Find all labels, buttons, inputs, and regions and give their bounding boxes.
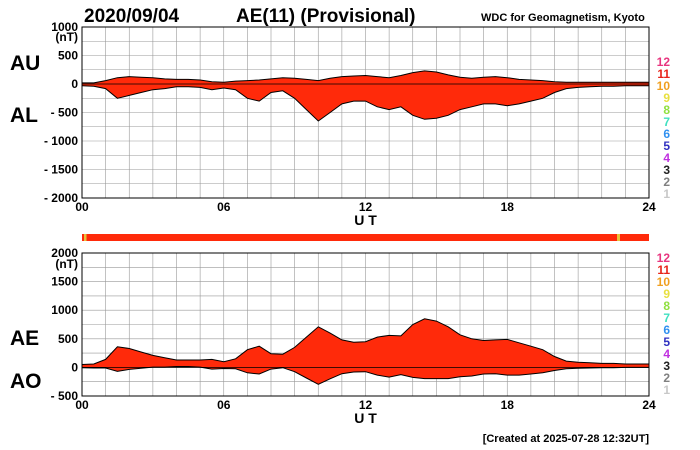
plot-frame bbox=[81, 26, 650, 199]
legend-number: 6 bbox=[663, 323, 670, 337]
date-title: 2020/09/04 bbox=[84, 6, 180, 27]
legend-number: 10 bbox=[657, 275, 671, 289]
legend-number: 9 bbox=[663, 91, 670, 105]
legend-number: 11 bbox=[657, 263, 670, 277]
x-tick-label: 18 bbox=[501, 200, 515, 214]
legend-number: 12 bbox=[657, 251, 671, 265]
x-tick-label: 12 bbox=[359, 398, 373, 412]
x-tick-label: 06 bbox=[217, 398, 231, 412]
y-tick-label: 500 bbox=[58, 332, 78, 346]
legend-number: 7 bbox=[663, 115, 670, 129]
series-label-ao: AO bbox=[10, 370, 42, 393]
series-line-al bbox=[81, 85, 649, 122]
y-tick-label: - 1500 bbox=[44, 163, 78, 177]
station-bar-fill bbox=[82, 234, 649, 241]
index-envelope-area bbox=[82, 70, 649, 121]
legend-number: 11 bbox=[657, 67, 670, 81]
x-axis-label: U T bbox=[354, 410, 377, 426]
series-line-ae bbox=[81, 318, 649, 365]
station-bar-mark bbox=[617, 234, 620, 241]
y-tick-label: 0 bbox=[71, 360, 78, 374]
legend-number: 4 bbox=[663, 347, 670, 361]
legend-number: 5 bbox=[663, 139, 670, 153]
legend-number: 6 bbox=[663, 127, 670, 141]
ae-ao-panel: 2000 1500 1000 500 0 - 500 (nT) 00 06 12 18 24 U T AE… bbox=[10, 246, 656, 426]
y-tick-label: - 500 bbox=[51, 106, 79, 120]
x-tick-label: 00 bbox=[75, 398, 89, 412]
au-al-panel: 1000 500 0 - 500 - 1000 - 1500 - 2000 (nT) 00 06 1… bbox=[10, 20, 656, 228]
legend-number: 10 bbox=[657, 79, 671, 93]
legend-number: 2 bbox=[663, 175, 670, 189]
y-tick-label: 1000 bbox=[51, 303, 78, 317]
y-tick-label: 1000 bbox=[51, 20, 78, 34]
y-tick-label: - 1000 bbox=[44, 134, 78, 148]
y-tick-label: - 2000 bbox=[44, 191, 78, 205]
station-bar-mark bbox=[84, 234, 87, 241]
x-tick-label: 24 bbox=[642, 398, 656, 412]
index-envelope-area bbox=[82, 318, 649, 385]
legend-number: 1 bbox=[663, 187, 670, 201]
source-credit: WDC for Geomagnetism, Kyoto bbox=[481, 12, 645, 24]
legend-number: 9 bbox=[663, 287, 670, 301]
y-tick-label: 0 bbox=[71, 77, 78, 91]
x-tick-label: 00 bbox=[75, 200, 89, 214]
legend-number: 7 bbox=[663, 311, 670, 325]
legend-number: 8 bbox=[663, 299, 670, 313]
x-tick-label: 24 bbox=[642, 200, 656, 214]
legend-number: 8 bbox=[663, 103, 670, 117]
y-tick-label: 500 bbox=[58, 49, 78, 63]
station-bar bbox=[82, 234, 649, 241]
y-unit-label: (nT) bbox=[55, 30, 78, 44]
index-title: AE(11) (Provisional) bbox=[236, 6, 416, 27]
series-line-ao bbox=[81, 366, 649, 385]
series-label-al: AL bbox=[10, 104, 38, 127]
x-axis-label: U T bbox=[354, 212, 377, 228]
y-tick-label: 1500 bbox=[51, 275, 78, 289]
legend-number: 5 bbox=[663, 335, 670, 349]
x-tick-label: 12 bbox=[359, 200, 373, 214]
y-tick-label: - 500 bbox=[51, 389, 79, 403]
x-tick-label: 06 bbox=[217, 200, 231, 214]
legend-number: 4 bbox=[663, 151, 670, 165]
legend-number: 3 bbox=[663, 163, 670, 177]
legend-number: 1 bbox=[663, 383, 670, 397]
created-timestamp: [Created at 2025-07-28 12:32UT] bbox=[483, 433, 650, 445]
plot-frame bbox=[81, 252, 650, 397]
series-label-ae: AE bbox=[10, 327, 39, 350]
legend-number: 3 bbox=[663, 359, 670, 373]
y-tick-label: 2000 bbox=[51, 246, 78, 260]
x-tick-label: 18 bbox=[501, 398, 515, 412]
legend-number: 2 bbox=[663, 371, 670, 385]
legend-number: 12 bbox=[657, 55, 671, 69]
series-line-au bbox=[82, 70, 649, 84]
y-unit-label: (nT) bbox=[55, 257, 78, 271]
series-label-au: AU bbox=[10, 52, 40, 75]
